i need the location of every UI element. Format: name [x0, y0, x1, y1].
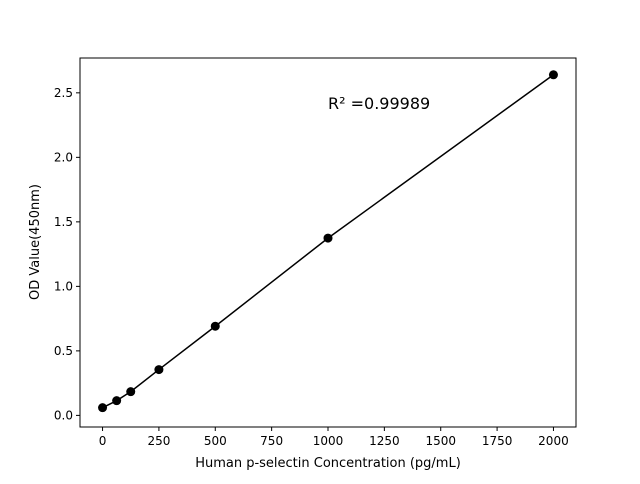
x-tick-label: 250 [147, 434, 170, 448]
x-axis-label: Human p-selectin Concentration (pg/mL) [195, 456, 461, 471]
data-point [112, 396, 122, 406]
y-tick-label: 0.5 [54, 344, 73, 358]
x-tick-label: 500 [204, 434, 227, 448]
data-point [323, 233, 333, 243]
x-tick-label: 2000 [538, 434, 569, 448]
y-axis: 0.0 0.5 1.0 1.5 2.0 2.5 [54, 86, 80, 422]
y-axis-label: OD Value(450nm) [28, 184, 43, 300]
x-tick-label: 1000 [313, 434, 344, 448]
data-point [210, 321, 220, 331]
x-tick-label: 1750 [482, 434, 513, 448]
y-tick-label: 0.0 [54, 408, 73, 422]
data-point [98, 403, 108, 413]
y-tick-label: 1.0 [54, 279, 73, 293]
data-point [548, 70, 558, 80]
y-tick-label: 2.0 [54, 150, 73, 164]
data-point [126, 387, 136, 397]
x-tick-label: 1500 [425, 434, 456, 448]
x-axis: 0 250 500 750 1000 1250 1500 1750 2000 [99, 427, 569, 448]
r-squared-annotation: R² =0.99989 [328, 94, 430, 113]
y-tick-label: 1.5 [54, 215, 73, 229]
x-tick-label: 0 [99, 434, 107, 448]
x-tick-label: 750 [260, 434, 283, 448]
series-group [98, 70, 558, 413]
x-tick-label: 1250 [369, 434, 400, 448]
y-tick-label: 2.5 [54, 86, 73, 100]
data-point [154, 365, 164, 375]
